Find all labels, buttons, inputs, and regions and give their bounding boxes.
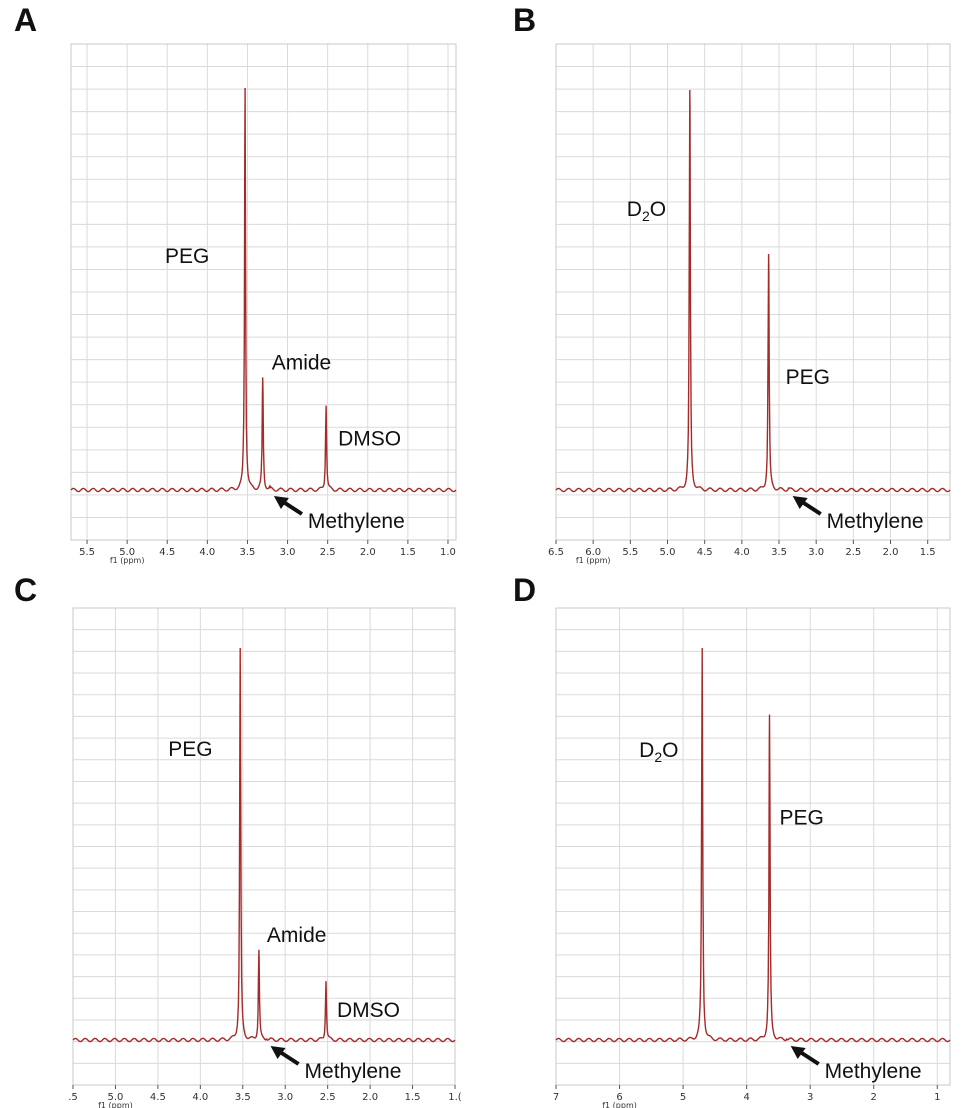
panel-b: B 6.5 6.0 5.5 5.0 4.5 4.0 3.5 3.0 2.5 2.0 1.5 f1 (p… [480,0,965,565]
panel-letter-c: C [14,572,38,608]
x-tick-label: 2.0 [362,1092,378,1103]
peak-label-amide: Amide [267,924,327,947]
x-tick-label: 4 [743,1092,749,1103]
x-axis-label: f1 (ppm) [98,1101,133,1108]
grid [555,607,950,1086]
panel-c: C .5 5.0 4.5 4.0 3.5 3.0 2.5 2.0 1.5 1.( f1 (ppm) P… [0,560,480,1108]
x-tick-label: 4.0 [734,547,750,558]
plot-frame [555,43,951,541]
x-axis-label: f1 (ppm) [110,556,145,565]
grid [555,43,950,541]
x-tick-label: 5.0 [660,547,676,558]
peak-label-dmso: DMSO [338,428,401,451]
panel-letter-d: D [513,572,537,608]
peak-label-methylene: Methylene [825,1060,922,1083]
plot-frame [70,43,457,541]
x-tick-label: 6 [616,1092,622,1103]
x-tick-label: 2.5 [845,547,861,558]
x-tick-label: 3.0 [280,547,296,558]
x-tick-label: 3.0 [277,1092,293,1103]
spectrum-a: 5.5 5.0 4.5 4.0 3.5 3.0 2.5 2.0 1.5 1.0 f1 (ppm) PE… [70,43,457,565]
x-tick-label: 4.5 [697,547,713,558]
x-axis-label: f1 (ppm) [602,1101,637,1108]
methylene-arrow [280,499,304,516]
peak-label-peg: PEG [165,245,209,268]
x-tick-label: 3.0 [808,547,824,558]
x-tick-label: 7 [553,1092,559,1103]
x-tick-label: 3 [807,1092,813,1103]
plot-frame [555,607,951,1086]
peak-label-do: D2O [639,739,678,765]
x-tick-label: 1 [934,1092,940,1103]
peak-label-dmso: DMSO [337,999,400,1022]
x-tick-label: 1.5 [405,1092,421,1103]
peak-label-methylene: Methylene [308,510,405,533]
spectrum-trace [70,87,457,493]
peak-label-methylene: Methylene [305,1060,402,1083]
peak-label-do: D2O [627,198,666,224]
x-tick-label: 2.0 [883,547,899,558]
x-tick-label: 2 [871,1092,877,1103]
spectrum-trace [555,647,951,1043]
x-tick-label: 5.0 [107,1092,123,1103]
x-tick-label: 5 [680,1092,686,1103]
plot-frame [72,607,456,1086]
x-tick-label: 5.5 [79,547,95,558]
peak-label-peg: PEG [168,738,212,761]
x-tick-label: 1.0 [440,547,456,558]
x-tick-label: 2.0 [360,547,376,558]
x-tick-label: 3.5 [240,547,256,558]
x-tick-label: 5.5 [622,547,638,558]
panel-letter-b: B [513,2,537,38]
methylene-arrow [797,1049,820,1066]
spectrum-c: .5 5.0 4.5 4.0 3.5 3.0 2.5 2.0 1.5 1.( f1 (ppm) PEG… [68,607,462,1108]
peak-label-methylene: Methylene [827,510,924,533]
methylene-arrowhead [270,1046,286,1059]
peak-label-peg: PEG [786,366,830,389]
x-tick-label: 1.( [448,1092,462,1103]
spectrum-d: 7 6 5 4 3 2 1 f1 (ppm) D2O PEG Methylene [553,607,951,1108]
spectrum-b: 6.5 6.0 5.5 5.0 4.5 4.0 3.5 3.0 2.5 2.0 1.5 f1 (ppm… [548,43,951,565]
x-tick-label: 3.5 [235,1092,251,1103]
x-tick-label: 4.5 [150,1092,166,1103]
x-tick-label: 2.5 [320,1092,336,1103]
x-tick-label: .5 [68,1092,78,1103]
peak-label-amide: Amide [272,351,332,374]
spectrum-trace [555,89,951,493]
grid [72,607,456,1086]
methylene-arrowhead [273,496,289,509]
x-axis-label: f1 (ppm) [576,556,611,565]
panel-letter-a: A [14,2,38,38]
methylene-arrow [277,1049,300,1066]
x-tick-label: 5.0 [119,547,135,558]
x-tick-label: 4.0 [199,547,215,558]
panel-a: A 5.5 5.0 4.5 4.0 3.5 3.0 2.5 2.0 1.5 1.0 f1 (ppm)… [0,0,480,565]
methylene-arrowhead [790,1046,806,1059]
x-tick-label: 1.5 [400,547,416,558]
x-tick-label: 6.5 [548,547,564,558]
spectrum-trace [72,647,456,1043]
x-tick-label: 6.0 [585,547,601,558]
methylene-arrowhead [792,496,808,509]
peak-label-peg: PEG [780,807,824,830]
x-tick-label: 1.5 [920,547,936,558]
x-tick-label: 3.5 [771,547,787,558]
x-tick-label: 4.5 [159,547,175,558]
x-tick-label: 2.5 [320,547,336,558]
panel-d: D 7 6 5 4 3 2 1 f1 (ppm) D2O PEG Methylene [480,560,965,1108]
x-tick-label: 4.0 [192,1092,208,1103]
methylene-arrow [799,499,822,516]
